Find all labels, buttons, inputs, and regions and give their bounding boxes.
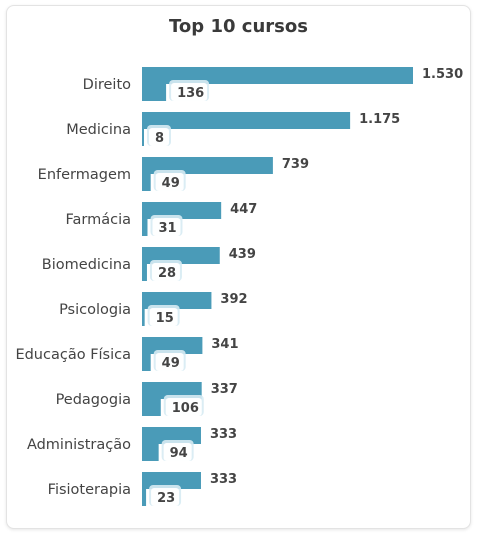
value-label-bg (152, 218, 181, 236)
primary-bar (142, 427, 201, 444)
primary-value-label: 439 (229, 247, 256, 262)
value-label-bg (149, 308, 178, 326)
primary-value-label: 1.175 (359, 112, 400, 127)
category-label: Educação Física (15, 347, 131, 363)
category-label: Farmácia (66, 212, 132, 228)
primary-value-label: 447 (230, 202, 257, 217)
value-label-bg (155, 353, 184, 371)
value-label-bg (276, 155, 311, 172)
secondary-value-label: 31 (158, 221, 176, 236)
category-label: Fisioterapia (48, 482, 131, 498)
category-label: Administração (27, 437, 131, 453)
value-label-bg (171, 83, 208, 101)
chart-title: Top 10 cursos (169, 16, 308, 37)
value-label-bg (163, 443, 192, 461)
value-label-bg (155, 173, 184, 191)
primary-value-label: 341 (211, 337, 238, 352)
primary-bar (142, 67, 413, 84)
secondary-bar (142, 489, 147, 506)
primary-bar (142, 472, 201, 489)
secondary-value-label: 49 (162, 176, 180, 191)
value-label-bg (204, 470, 239, 487)
value-label-bg (223, 245, 258, 262)
primary-bar (142, 202, 222, 219)
primary-bar (142, 247, 220, 264)
secondary-value-label: 15 (156, 311, 174, 326)
secondary-bar (142, 84, 167, 101)
primary-bar (142, 112, 351, 129)
primary-value-label: 1.530 (422, 67, 463, 82)
primary-bar (142, 337, 203, 354)
secondary-value-label: 28 (158, 266, 176, 281)
category-label: Medicina (66, 122, 131, 138)
secondary-value-label: 136 (177, 86, 204, 101)
secondary-bar (142, 399, 161, 416)
category-label: Direito (83, 77, 131, 93)
primary-value-label: 333 (210, 472, 237, 487)
value-label-bg (149, 128, 169, 146)
secondary-bar (142, 174, 151, 191)
value-label-bg (204, 425, 239, 442)
primary-bar (142, 382, 202, 399)
secondary-bar (142, 444, 159, 461)
value-label-bg (417, 65, 467, 82)
secondary-bar (142, 219, 148, 236)
secondary-bar (142, 354, 151, 371)
value-label-bg (165, 398, 202, 416)
value-label-bg (215, 290, 250, 307)
secondary-bar (142, 129, 144, 146)
category-label: Biomedicina (42, 257, 131, 273)
value-label-bg (225, 200, 260, 217)
value-label-bg (151, 488, 180, 506)
category-label: Psicologia (59, 302, 131, 318)
value-label-bg (205, 380, 240, 397)
primary-bar (142, 292, 212, 309)
value-label-bg (151, 263, 180, 281)
secondary-value-label: 106 (172, 401, 199, 416)
value-label-bg (206, 335, 241, 352)
secondary-value-label: 23 (157, 491, 175, 506)
primary-value-label: 337 (211, 382, 238, 397)
primary-value-label: 333 (210, 427, 237, 442)
primary-bar (142, 157, 273, 174)
secondary-value-label: 94 (170, 446, 188, 461)
secondary-bar (142, 264, 147, 281)
secondary-bar (142, 309, 145, 326)
secondary-value-label: 8 (155, 131, 164, 146)
category-label: Pedagogia (56, 392, 131, 408)
chart-card: Top 10 cursos (6, 5, 471, 529)
secondary-value-label: 49 (162, 356, 180, 371)
value-label-bg (354, 110, 405, 127)
primary-value-label: 739 (282, 157, 309, 172)
primary-value-label: 392 (220, 292, 247, 307)
category-label: Enfermagem (38, 167, 131, 183)
